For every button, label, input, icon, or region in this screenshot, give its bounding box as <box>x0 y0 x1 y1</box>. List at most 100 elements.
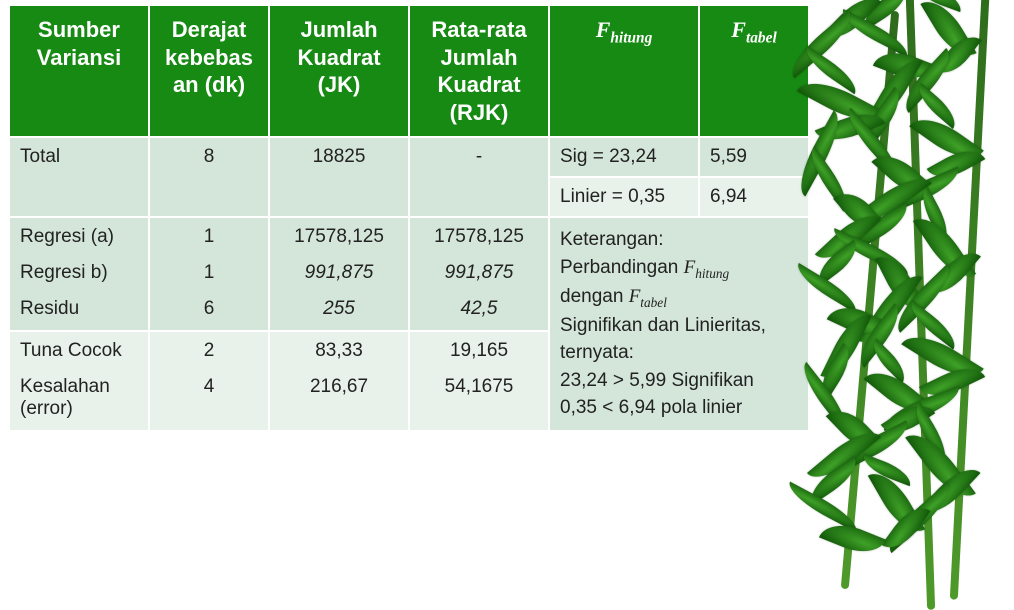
leaf-icon <box>913 0 965 12</box>
note-fh-base: F <box>684 257 696 278</box>
dk-tuna: 2 <box>160 340 258 362</box>
text-tuna: Tuna Cocok <box>20 340 138 362</box>
note-l2: Perbandingan Fhitung <box>560 254 798 283</box>
leaf-icon <box>841 420 914 468</box>
note-ft-sub: tabel <box>640 294 667 309</box>
ftabel-base: F <box>731 17 746 42</box>
cell-fh-lin: Linier = 0,35 <box>549 177 699 217</box>
note-l5: 23,24 > 5,99 Signifikan <box>560 367 798 395</box>
leaf-icon <box>896 48 958 113</box>
text-residu: Residu <box>20 298 138 320</box>
leaf-icon <box>811 240 864 285</box>
fhitung-base: F <box>596 17 611 42</box>
dk-error: 4 <box>160 376 258 398</box>
cell-grp2-rjk: 19,165 54,1675 <box>409 331 549 431</box>
leaf-icon <box>901 325 984 388</box>
jk-reg-b: 991,875 <box>280 262 398 284</box>
leaf-icon <box>887 167 965 213</box>
leaf-icon <box>819 516 886 561</box>
cell-grp1-dk: 1 1 6 <box>149 217 269 331</box>
leaf-icon <box>913 208 976 286</box>
rjk-tuna: 19,165 <box>420 340 538 362</box>
note-fh-sub: hitung <box>695 265 729 280</box>
note-l1: Keterangan: <box>560 226 798 254</box>
th-rjk: Rata-rata Jumlah Kuadrat (RJK) <box>409 5 549 137</box>
dk-reg-a: 1 <box>160 226 258 248</box>
cell-fh-sig: Sig = 23,24 <box>549 137 699 177</box>
note-l3a: dengan <box>560 286 629 307</box>
leaf-icon <box>920 0 976 65</box>
note-block: Keterangan: Perbandingan Fhitung dengan … <box>549 217 809 431</box>
leaf-icon <box>881 396 936 441</box>
leaf-icon <box>784 481 863 532</box>
leaf-icon <box>807 422 881 489</box>
leaf-icon <box>840 107 905 177</box>
th-jk: Jumlah Kuadrat (JK) <box>269 5 409 137</box>
th-dk: Derajat kebebas an (dk) <box>149 5 269 137</box>
leaf-icon <box>858 267 923 352</box>
cell-grp2-dk: 2 4 <box>149 331 269 431</box>
row-total: Total 8 18825 - Sig = 23,24 5,59 <box>9 137 809 177</box>
cell-reg-a-label: Regresi (a) Regresi b) Residu <box>9 217 149 331</box>
note-l4: Signifikan dan Linieritas, ternyata: <box>560 312 798 367</box>
rjk-reg-a: 17578,125 <box>420 226 538 248</box>
th-fhitung: Fhitung <box>549 5 699 137</box>
leaf-icon <box>868 464 925 540</box>
cell-total-dk: 8 <box>149 137 269 217</box>
leaf-icon <box>912 83 962 129</box>
text-reg-a: Regresi (a) <box>20 226 138 248</box>
leaf-icon <box>871 145 933 204</box>
leaf-icon <box>865 51 922 130</box>
leaf-icon <box>919 359 985 405</box>
leaf-icon <box>879 385 965 430</box>
leaf-icon <box>919 460 980 523</box>
leaf-icon <box>849 202 914 249</box>
cell-ft-lin: 6,94 <box>699 177 809 217</box>
leaf-icon <box>908 402 954 466</box>
leaf-icon <box>881 499 930 556</box>
leaf-icon <box>815 205 881 269</box>
note-ft-base: F <box>629 286 641 307</box>
bamboo-decoration <box>784 0 1014 558</box>
jk-tuna: 83,33 <box>280 340 398 362</box>
anova-table: Sumber Variansi Derajat kebebas an (dk) … <box>8 4 810 432</box>
fhitung-sub: hitung <box>610 29 652 46</box>
bamboo-stalk <box>950 0 990 600</box>
leaf-icon <box>803 146 855 211</box>
leaf-icon <box>823 0 882 48</box>
bamboo-stalk <box>905 0 935 610</box>
rjk-residu: 42,5 <box>420 298 538 320</box>
slide-container: Sumber Variansi Derajat kebebas an (dk) … <box>0 0 1014 558</box>
leaf-icon <box>934 28 981 82</box>
note-fhitung: Fhitung <box>684 257 730 278</box>
dk-residu: 6 <box>160 298 258 320</box>
th-ftabel: Ftabel <box>699 5 809 137</box>
jk-error: 216,67 <box>280 376 398 398</box>
jk-reg-a: 17578,125 <box>280 226 398 248</box>
leaf-icon <box>803 457 863 505</box>
leaf-icon <box>859 87 909 146</box>
leaf-icon <box>829 228 913 276</box>
leaf-icon <box>857 0 914 30</box>
jk-residu: 255 <box>280 298 398 320</box>
cell-grp1-rjk: 17578,125 991,875 42,5 <box>409 217 549 331</box>
bamboo-stalk <box>841 11 900 589</box>
leaf-icon <box>904 300 961 349</box>
leaf-icon <box>873 44 936 87</box>
leaf-icon <box>815 105 886 149</box>
cell-total-label: Total <box>9 137 149 217</box>
leaf-icon <box>905 424 976 507</box>
cell-grp1-jk: 17578,125 991,875 255 <box>269 217 409 331</box>
leaf-icon <box>820 307 871 384</box>
leaf-icon <box>880 482 958 553</box>
leaf-icon <box>866 338 911 383</box>
rjk-reg-b: 991,875 <box>420 262 538 284</box>
leaf-icon <box>851 303 908 367</box>
row-reg-a: Regresi (a) Regresi b) Residu 1 1 6 1757… <box>9 217 809 331</box>
ftabel-symbol: Ftabel <box>731 17 776 42</box>
fhitung-symbol: Fhitung <box>596 17 653 42</box>
note-l2a: Perbandingan <box>560 257 684 278</box>
cell-ft-sig: 5,59 <box>699 137 809 177</box>
cell-total-jk: 18825 <box>269 137 409 217</box>
leaf-icon <box>826 400 884 458</box>
